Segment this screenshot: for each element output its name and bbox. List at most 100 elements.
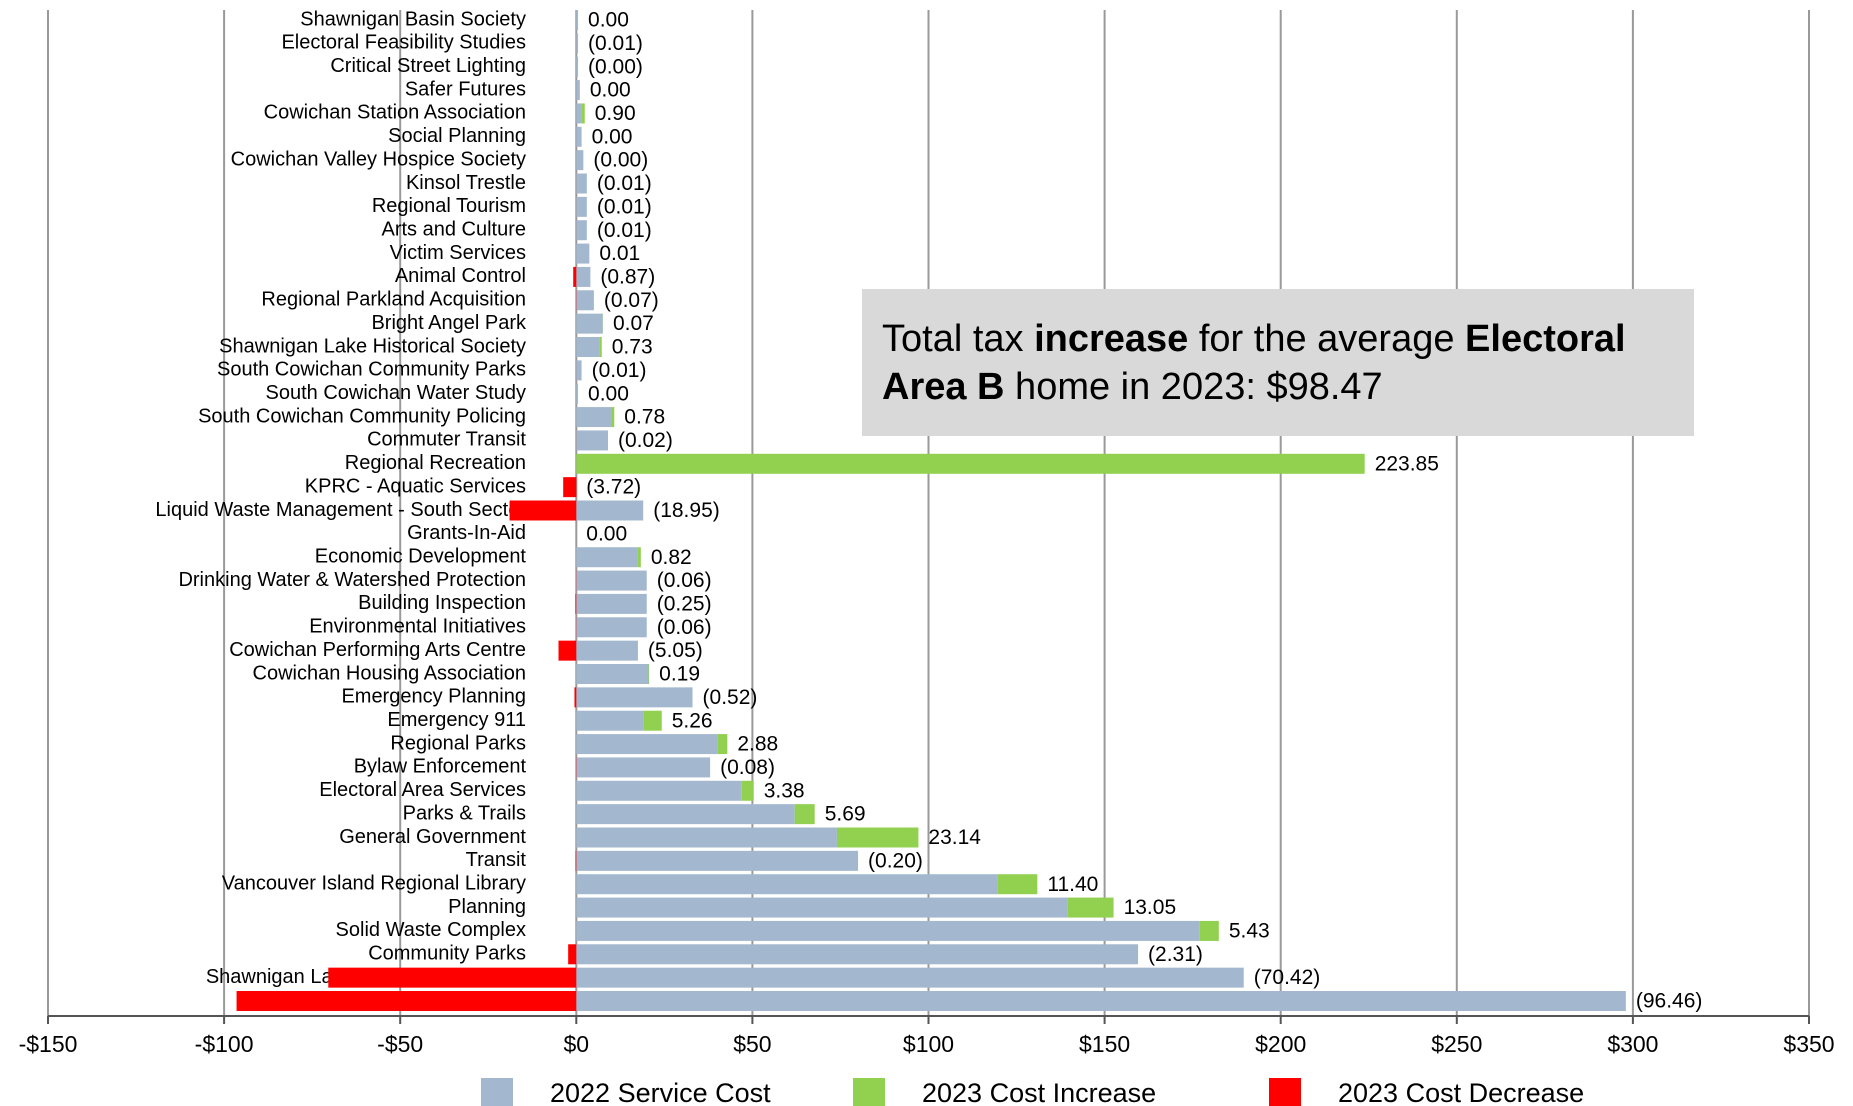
data-label: 223.85 [1375,452,1439,475]
bar [611,407,615,428]
bar [576,33,579,54]
data-label: 5.69 [825,803,866,826]
category-label: Cowichan Station Association [264,102,526,124]
bar [576,500,644,521]
category-label: Grants-In-Aid [407,522,526,544]
bar [576,687,693,708]
bar [576,757,711,778]
category-label: Shawnigan Basin Society [300,8,526,30]
x-tick-label: $200 [1255,1031,1306,1057]
category-label: Cowichan Performing Arts Centre [229,639,526,661]
category-label: Cowichan Housing Association [253,662,527,684]
bar [568,944,577,965]
data-label: (0.00) [593,149,648,172]
bar [648,664,650,684]
data-label: 0.19 [659,663,700,686]
bar [576,547,638,568]
bar [576,617,647,638]
data-label: 13.05 [1124,896,1177,919]
category-label: Electoral Feasibility Studies [281,32,526,54]
data-label: (0.01) [592,359,647,382]
bar [576,944,1139,965]
bar [741,780,754,801]
legend-label: 2023 Cost Increase [922,1078,1156,1106]
data-label: (0.06) [657,616,712,639]
data-label: (0.87) [600,265,655,288]
category-label: South Cowichan Community Parks [217,359,526,381]
data-label: 0.00 [586,522,627,545]
category-label: General Government [339,826,526,848]
x-tick-label: $350 [1783,1031,1834,1057]
bar [236,991,577,1011]
data-label: (0.00) [588,55,643,78]
category-label: Drinking Water & Watershed Protection [178,569,526,591]
bar [576,360,582,381]
bar [643,710,662,731]
bar [576,430,608,451]
category-label: Critical Street Lighting [330,55,526,77]
data-label: (0.02) [618,429,673,452]
data-label: (0.06) [657,569,712,592]
bar [576,407,612,428]
bar [717,734,728,755]
legend-swatch [481,1078,513,1106]
data-label: 0.90 [595,102,636,125]
category-label: Parks & Trails [403,802,526,824]
bar [576,640,638,661]
bar [637,547,641,568]
bar [576,103,582,124]
data-label: (0.52) [703,686,758,709]
bar [576,290,594,311]
bar [575,593,577,614]
bar [509,500,577,521]
category-label: Animal Control [395,265,526,287]
category-label: Commuter Transit [367,429,526,451]
data-label: 5.43 [1229,919,1270,942]
annotation: Area B home in 2023: $98.47 [882,366,1383,408]
x-tick-label: -$150 [19,1031,78,1057]
category-label: Regional Parks [390,732,526,754]
data-label: (0.01) [597,195,652,218]
category-label: Shawnigan Lake Historical Society [219,335,526,357]
bar [997,874,1038,895]
bar [574,687,577,708]
annotation-part: Total tax [882,318,1034,360]
bar [576,827,837,848]
bar [576,850,859,871]
category-label: Liquid Waste Management - South Sector [155,499,526,521]
x-tick-label: $50 [733,1031,771,1057]
annotation-part: home in 2023: $98.47 [1005,366,1383,408]
x-tick-label: $100 [903,1031,954,1057]
bar [558,640,577,661]
bar [1199,920,1219,941]
data-label: (0.25) [657,592,712,615]
bar [576,570,647,591]
bar [576,780,742,801]
data-label: 0.00 [588,9,629,32]
data-label: 0.73 [612,336,653,359]
x-tick-label: $150 [1079,1031,1130,1057]
bar [576,710,644,731]
annotation-part: for the average [1188,318,1465,360]
legend-swatch [1269,1078,1301,1106]
category-label: Economic Development [315,545,527,567]
category-label: Bright Angel Park [371,312,527,334]
bar [575,850,577,871]
data-label: (0.01) [588,32,643,55]
annotation-part: increase [1034,318,1188,360]
category-label: South Cowichan Water Study [266,382,527,404]
bar [576,874,998,895]
category-label: Emergency 911 [387,709,526,731]
x-tick-label: $250 [1431,1031,1482,1057]
bar [576,897,1068,918]
annotation-box [862,289,1694,436]
data-label: (5.05) [648,639,703,662]
category-label: Electoral Area Services [319,779,526,801]
bar [576,56,579,77]
data-label: (0.08) [720,756,775,779]
data-label: 0.01 [599,242,640,265]
data-label: 0.00 [592,125,633,148]
bar [576,220,587,241]
annotation: Total tax increase for the average Elect… [882,318,1626,360]
category-label: Vancouver Island Regional Library [222,872,526,894]
